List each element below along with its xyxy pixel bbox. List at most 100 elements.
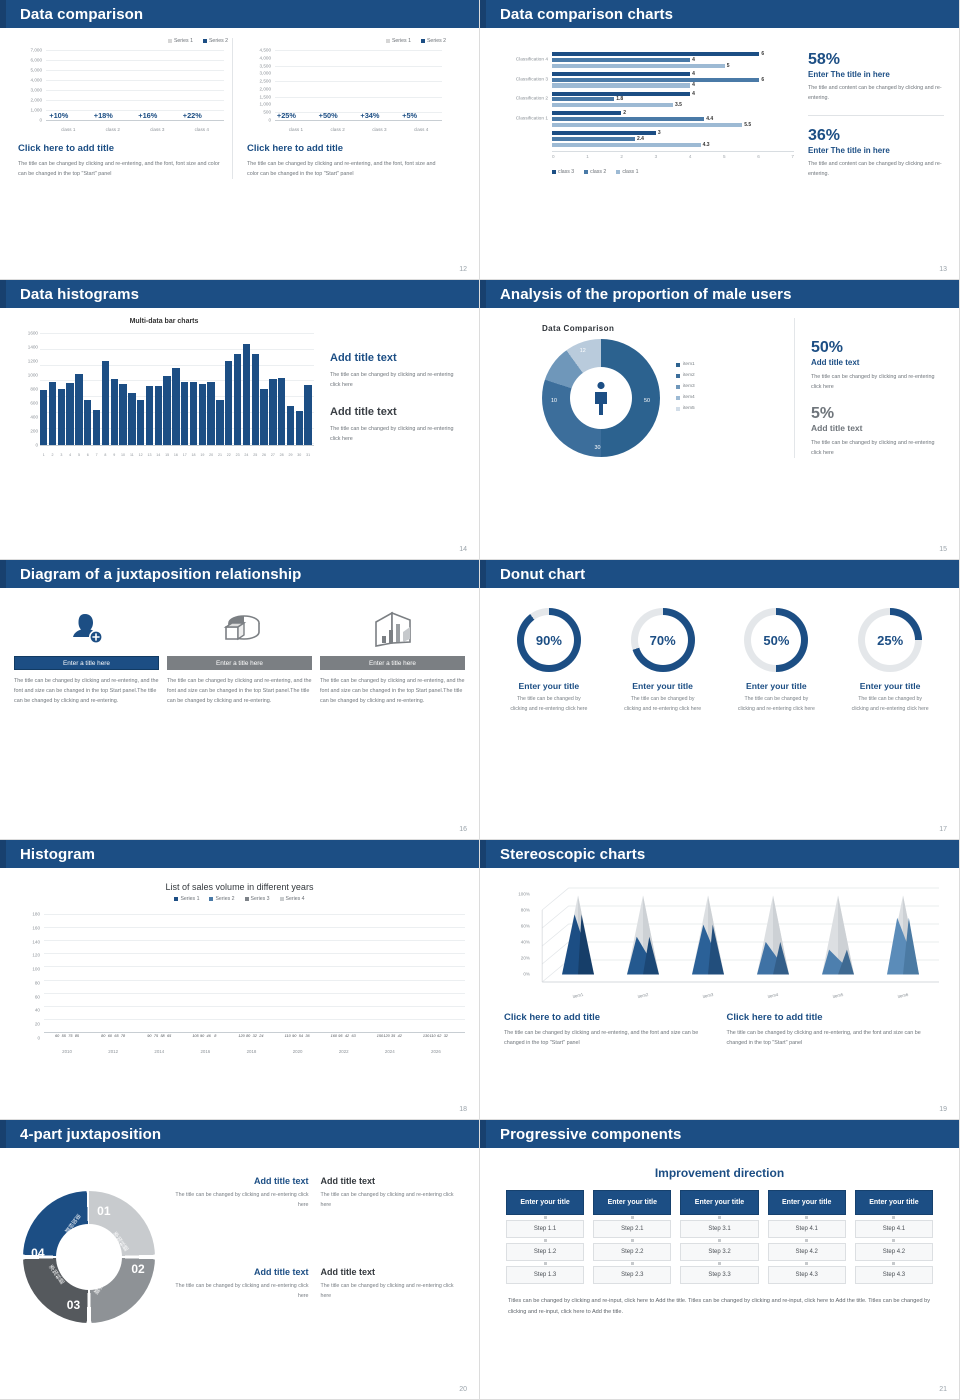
y-tick: 80% — [520, 907, 530, 913]
block-text: The title can be changed by clicking and… — [330, 372, 454, 388]
title-button[interactable]: Enter a title here — [14, 656, 159, 670]
bar-chart-right: 4,500 4,000 3,500 3,000 2,500 2,000 1,50… — [247, 48, 446, 134]
x-tick: 7 — [791, 153, 794, 159]
cone-bar — [686, 892, 730, 978]
growth-label: +10% — [49, 111, 69, 120]
chart-legend: Series 1 Series 2 — [247, 38, 446, 44]
chart-title: Multi-data bar charts — [129, 318, 199, 325]
bar-value: 6 — [761, 76, 765, 83]
column-header[interactable]: Enter your title — [506, 1190, 585, 1215]
block-heading: Click here to add title — [504, 1012, 601, 1023]
y-tick: 80 — [34, 980, 40, 986]
stat-value: 50% — [811, 339, 844, 356]
legend-label: Series 1 — [391, 38, 411, 44]
segment-number: 03 — [66, 1298, 81, 1313]
block-heading: Add title text — [330, 406, 397, 418]
title-button[interactable]: Enter a title here — [320, 656, 465, 670]
ring-title: Enter your title — [859, 681, 921, 691]
slide-header: 4-part juxtaposition — [0, 1120, 479, 1148]
page-title: Histogram — [20, 845, 96, 863]
step-cell[interactable]: Step 4.2 — [854, 1243, 934, 1261]
slide-juxtaposition-relationship: Diagram of a juxtaposition relationship … — [0, 560, 480, 840]
legend-label: Series 1 — [180, 896, 200, 902]
growth-label: +25% — [276, 111, 296, 120]
y-tick: 1600 — [27, 330, 38, 336]
y-tick: 500 — [263, 109, 271, 115]
growth-label: +34% — [360, 111, 380, 120]
growth-label: +5% — [402, 111, 418, 120]
y-tick: 1,500 — [259, 94, 272, 100]
stat-value: 5% — [811, 404, 835, 422]
step-cell[interactable]: Step 4.3 — [854, 1266, 934, 1284]
ring-title: Enter your title — [632, 681, 693, 691]
y-tick: 1,000 — [30, 107, 43, 113]
legend-label: Series 2 — [426, 38, 446, 44]
page-title: Data comparison charts — [500, 5, 674, 23]
step-cell[interactable]: Step 3.1 — [680, 1220, 759, 1238]
chart-legend: class 3 class 2 class 1 — [552, 169, 794, 175]
page-number: 18 — [459, 1106, 467, 1113]
segment-number: 01 — [97, 1204, 111, 1219]
bar-value: 3.5 — [675, 102, 682, 109]
step-cell[interactable]: Step 2.1 — [593, 1220, 672, 1238]
column-header[interactable]: Enter your title — [593, 1190, 672, 1215]
page-title: 4-part juxtaposition — [20, 1125, 162, 1143]
step-cell[interactable]: Step 3.2 — [680, 1243, 759, 1261]
growth-label: +16% — [138, 111, 158, 120]
quadrant-heading: Add title text — [253, 1267, 309, 1277]
ring-item-2: 70% Enter your title The title can be ch… — [608, 608, 718, 714]
step-cell[interactable]: Step 4.1 — [767, 1220, 846, 1238]
page-title: Stereoscopic charts — [500, 845, 646, 863]
step-cell[interactable]: Step 2.3 — [593, 1266, 672, 1284]
page-number: 21 — [939, 1386, 947, 1393]
legend-label: Series 4 — [285, 896, 305, 902]
chart-legend: Series 1 Series 2 Series 3 Series 4 — [14, 896, 465, 902]
step-cell[interactable]: Step 3.3 — [680, 1266, 759, 1284]
slide-donut-chart: Donut chart 90% Enter your title The tit… — [480, 560, 960, 840]
stat-block: 58% Enter The title in here The title an… — [808, 51, 944, 103]
x-tick: 4 — [688, 153, 692, 159]
stat-block: 5% Add title text The title can be chang… — [811, 404, 944, 458]
column-header[interactable]: Enter your title — [680, 1190, 759, 1215]
stat-value: 36% — [808, 126, 841, 144]
stat-title: Enter The title in here — [808, 69, 890, 79]
legend-label: Series 2 — [208, 38, 228, 44]
bar-group: Classification 4 6 4 5 — [516, 51, 794, 69]
panel-heading: Click here to add title — [247, 143, 344, 154]
step-cell[interactable]: Step 4.3 — [767, 1266, 846, 1284]
cone-bar — [556, 892, 600, 978]
step-column-2: Enter your title Step 2.1 Step 2.2 Step … — [593, 1190, 672, 1284]
quadrant-text-2: Add title text The title can be changed … — [315, 1166, 466, 1257]
quadrant-text-1: Add title text The title can be changed … — [165, 1166, 315, 1257]
bar-value: 4 — [692, 90, 695, 97]
y-tick: 0 — [39, 117, 42, 123]
stats-panel: 58% Enter The title in here The title an… — [794, 38, 944, 179]
step-cell[interactable]: Step 1.1 — [506, 1220, 585, 1238]
column-header[interactable]: Enter your title — [767, 1190, 846, 1215]
column-text: The title can be changed by clicking and… — [14, 678, 159, 704]
step-cell[interactable]: Step 1.2 — [506, 1243, 585, 1261]
quadrant-text: The title can be changed by clicking and… — [175, 1192, 309, 1209]
page-title: Data histograms — [20, 285, 140, 303]
ring-text: The title can be changed by clicking and… — [851, 696, 929, 712]
step-cell[interactable]: Step 2.2 — [593, 1243, 672, 1261]
x-tick: class 3 — [150, 127, 165, 132]
user-add-icon — [14, 604, 159, 656]
step-cell[interactable]: Step 4.2 — [767, 1243, 846, 1261]
step-cell[interactable]: Step 4.1 — [854, 1220, 934, 1238]
quadrant-text: The title can be changed by clicking and… — [320, 1283, 454, 1300]
page-number: 13 — [939, 266, 947, 273]
column-header[interactable]: Enter your title — [854, 1190, 934, 1215]
bar-group: Classification 3 4 6 4 — [516, 71, 794, 89]
donut-diagram: 01 02 03 04 添加标题 添加标题 添加标题 添加标题 — [14, 1166, 165, 1348]
column-text: The title can be changed by clicking and… — [167, 678, 312, 704]
y-tick: 20% — [520, 955, 530, 961]
title-button[interactable]: Enter a title here — [167, 656, 312, 670]
stat-text: The title can be changed by clicking and… — [811, 439, 935, 456]
cone-chart: 100% 80% 60% 40% 20% 0% — [494, 886, 945, 1004]
quadrant-text: The title can be changed by clicking and… — [320, 1192, 454, 1209]
step-cell[interactable]: Step 1.3 — [506, 1266, 585, 1284]
ring-title: Enter your title — [746, 681, 807, 691]
comparison-panel-right: Series 1 Series 2 4,500 4,000 3,500 3,00… — [232, 38, 450, 179]
